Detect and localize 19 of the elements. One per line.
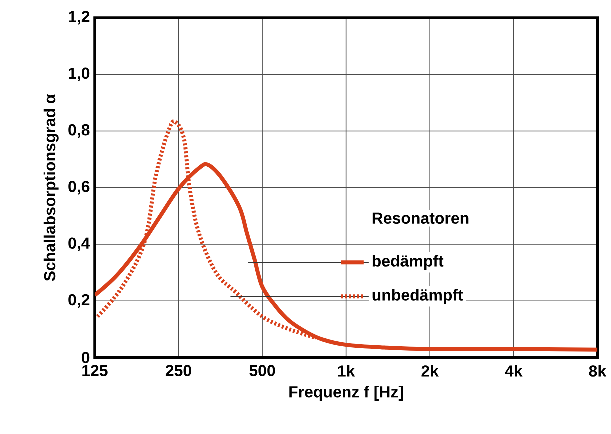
y-tick-label: 0,4 [68,238,90,252]
x-tick-label: 4k [505,365,523,377]
y-tick-label: 1,2 [69,11,90,25]
y-tick-label: 0,8 [68,124,90,138]
x-tick-label: 125 [82,365,108,377]
x-axis-title: Frequenz f [Hz] [290,386,404,402]
y-axis-title: Schallabsorptionsgrad α [44,94,59,282]
y-tick-label: 0 [82,352,90,364]
x-tick-label: 8k [589,365,607,378]
y-tick-label: 1,0 [69,68,90,82]
x-tick-label: 2k [422,365,439,377]
legend-label: unbedämpft [372,289,464,304]
y-tick-label: 0,2 [68,294,90,308]
legend-title: Resonatoren [372,213,469,224]
x-tick-label: 1k [338,365,356,377]
x-tick-label: 500 [250,365,276,377]
legend-label: bedämpft [372,255,444,270]
x-tick-label: 250 [166,365,192,377]
y-tick-label: 0,6 [68,181,90,195]
